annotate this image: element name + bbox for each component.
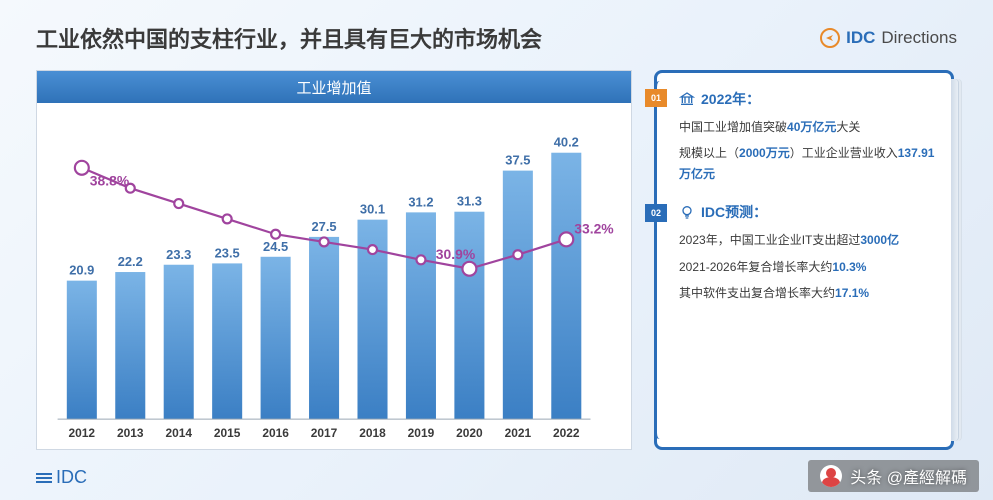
avatar-icon bbox=[820, 465, 842, 487]
note-line: 规模以上（2000万元）工业企业营业收入137.91万亿元 bbox=[679, 143, 937, 184]
svg-text:40.2: 40.2 bbox=[554, 135, 579, 150]
slide-title: 工业依然中国的支柱行业，并且具有巨大的市场机会 bbox=[36, 22, 542, 54]
svg-text:38.8%: 38.8% bbox=[90, 173, 129, 189]
svg-text:2015: 2015 bbox=[214, 426, 241, 440]
svg-text:2012: 2012 bbox=[69, 426, 96, 440]
watermark-text: 头条 @產經解碼 bbox=[850, 464, 967, 488]
logo-suffix: Directions bbox=[881, 28, 957, 48]
svg-text:20.9: 20.9 bbox=[69, 263, 94, 278]
content-row: 工业增加值 20.9 22.2 23.3 23.5 24.5 27.5 30.1 31.2 31… bbox=[36, 70, 957, 450]
svg-text:31.3: 31.3 bbox=[457, 194, 482, 209]
note-line: 2023年，中国工业企业IT支出超过3000亿 bbox=[679, 230, 937, 250]
hamburger-icon bbox=[36, 473, 52, 483]
svg-text:2016: 2016 bbox=[262, 426, 289, 440]
chart-panel: 工业增加值 20.9 22.2 23.3 23.5 24.5 27.5 30.1 31.2 31… bbox=[36, 70, 632, 450]
logo-bottom-text: IDC bbox=[56, 467, 87, 488]
svg-text:30.9%: 30.9% bbox=[436, 246, 475, 262]
svg-text:22.2: 22.2 bbox=[118, 254, 143, 269]
chart-area: 20.9 22.2 23.3 23.5 24.5 27.5 30.1 31.2 31.3 37.5… bbox=[37, 103, 631, 449]
notebook-panel: 01 2022年： 中国工业增加值突破40万亿元大关规模以上（2000万元）工业… bbox=[654, 70, 954, 450]
svg-text:23.3: 23.3 bbox=[166, 247, 191, 262]
note-line: 中国工业增加值突破40万亿元大关 bbox=[679, 117, 937, 137]
note-section: 02 IDC预测： 2023年，中国工业企业IT支出超过3000亿2021-20… bbox=[679, 202, 937, 303]
logo-bottom: IDC bbox=[36, 467, 87, 488]
combo-chart: 20.9 22.2 23.3 23.5 24.5 27.5 30.1 31.2 31.3 37.5… bbox=[37, 103, 631, 449]
compass-icon bbox=[820, 28, 840, 48]
svg-text:2019: 2019 bbox=[408, 426, 435, 440]
svg-text:2017: 2017 bbox=[311, 426, 338, 440]
svg-text:30.1: 30.1 bbox=[360, 202, 385, 217]
bulb-icon bbox=[679, 204, 695, 220]
svg-text:2018: 2018 bbox=[359, 426, 386, 440]
logo-top: IDC Directions bbox=[820, 28, 957, 48]
note-line: 2021-2026年复合增长率大约10.3% bbox=[679, 257, 937, 277]
svg-text:33.2%: 33.2% bbox=[574, 220, 613, 236]
svg-text:27.5: 27.5 bbox=[311, 219, 336, 234]
svg-text:23.5: 23.5 bbox=[215, 245, 240, 260]
note-line: 其中软件支出复合增长率大约17.1% bbox=[679, 283, 937, 303]
svg-text:37.5: 37.5 bbox=[505, 153, 530, 168]
watermark: 头条 @產經解碼 bbox=[808, 460, 979, 492]
bank-icon bbox=[679, 91, 695, 107]
note-title: IDC预测： bbox=[701, 202, 767, 222]
header: 工业依然中国的支柱行业，并且具有巨大的市场机会 IDC Directions bbox=[36, 22, 957, 54]
svg-text:2013: 2013 bbox=[117, 426, 144, 440]
note-title: 2022年： bbox=[701, 89, 760, 109]
slide: 工业依然中国的支柱行业，并且具有巨大的市场机会 IDC Directions 工… bbox=[0, 0, 993, 500]
svg-text:2022: 2022 bbox=[553, 426, 580, 440]
section-tab: 01 bbox=[645, 89, 667, 107]
note-section: 01 2022年： 中国工业增加值突破40万亿元大关规模以上（2000万元）工业… bbox=[679, 89, 937, 184]
svg-text:31.2: 31.2 bbox=[408, 194, 433, 209]
svg-text:2014: 2014 bbox=[165, 426, 192, 440]
svg-text:24.5: 24.5 bbox=[263, 239, 288, 254]
svg-text:2021: 2021 bbox=[505, 426, 532, 440]
svg-text:2020: 2020 bbox=[456, 426, 483, 440]
logo-brand: IDC bbox=[846, 28, 875, 48]
chart-title: 工业增加值 bbox=[37, 71, 631, 103]
section-tab: 02 bbox=[645, 204, 667, 222]
